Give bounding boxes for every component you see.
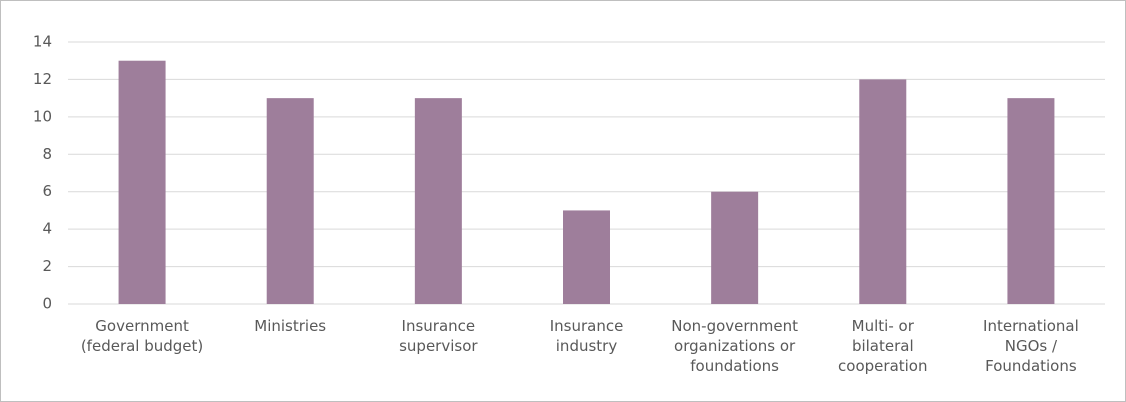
bar [266,98,314,305]
y-tick-label: 4 [42,220,52,238]
bar [563,210,610,304]
x-tick-label: International NGOs / Foundations [983,317,1079,375]
y-tick-label: 8 [42,145,52,163]
x-tick-label: Multi- or bilateral cooperation [838,317,928,375]
x-tick-label: Ministries [254,317,327,335]
bar [118,60,166,304]
y-tick-label: 14 [33,33,52,51]
bar [711,191,759,304]
bar [414,98,462,305]
y-tick-label: 10 [33,107,52,125]
x-tick-label: Government (federal budget) [80,317,204,355]
bar [859,79,907,304]
y-tick-label: 6 [42,182,52,200]
y-tick-label: 0 [42,295,52,313]
y-tick-label: 12 [33,70,52,88]
x-tick-label: Non-government organizations or foundati… [671,317,799,375]
x-tick-label: Insurance supervisor [399,317,478,355]
bar [1007,98,1055,305]
y-tick-label: 2 [42,257,52,275]
x-tick-label: Insurance industry [549,317,624,355]
